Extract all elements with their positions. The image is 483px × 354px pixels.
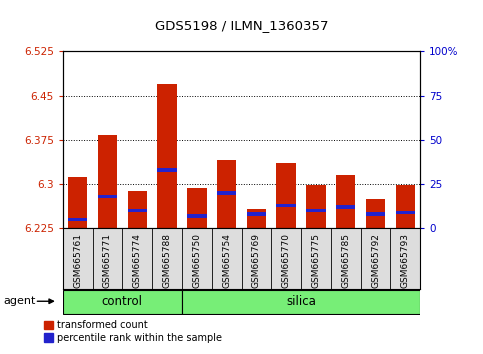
Bar	[306, 185, 326, 228]
Text: GSM665761: GSM665761	[73, 233, 82, 288]
Text: silica: silica	[286, 295, 316, 308]
Bar	[157, 168, 177, 172]
Text: GSM665774: GSM665774	[133, 233, 142, 288]
Bar	[68, 177, 87, 228]
Bar	[276, 164, 296, 228]
Bar	[217, 191, 236, 195]
Bar	[63, 290, 182, 314]
Bar	[276, 204, 296, 207]
Bar	[247, 209, 266, 228]
Bar	[187, 188, 207, 228]
Bar	[187, 214, 207, 218]
Bar	[128, 209, 147, 212]
Bar	[247, 212, 266, 216]
Bar	[182, 290, 420, 314]
Text: GSM665785: GSM665785	[341, 233, 350, 288]
Bar	[366, 199, 385, 228]
Text: control: control	[102, 295, 143, 308]
Bar	[336, 175, 355, 228]
Text: GSM665750: GSM665750	[192, 233, 201, 288]
Bar	[336, 205, 355, 209]
Bar	[366, 212, 385, 216]
Bar	[306, 209, 326, 212]
Text: GSM665771: GSM665771	[103, 233, 112, 288]
Text: agent: agent	[3, 296, 36, 306]
Bar	[396, 211, 415, 214]
Bar	[98, 195, 117, 198]
Bar	[98, 135, 117, 228]
Bar	[396, 185, 415, 228]
Bar	[157, 84, 177, 228]
Legend: transformed count, percentile rank within the sample: transformed count, percentile rank withi…	[43, 320, 222, 343]
Text: GSM665793: GSM665793	[401, 233, 410, 288]
Text: GSM665754: GSM665754	[222, 233, 231, 288]
Text: GSM665769: GSM665769	[252, 233, 261, 288]
Text: GSM665770: GSM665770	[282, 233, 291, 288]
Text: GSM665775: GSM665775	[312, 233, 320, 288]
Bar	[68, 218, 87, 221]
Bar	[128, 190, 147, 228]
Bar	[217, 160, 236, 228]
Text: GSM665792: GSM665792	[371, 233, 380, 288]
Text: GSM665788: GSM665788	[163, 233, 171, 288]
Text: GDS5198 / ILMN_1360357: GDS5198 / ILMN_1360357	[155, 19, 328, 33]
